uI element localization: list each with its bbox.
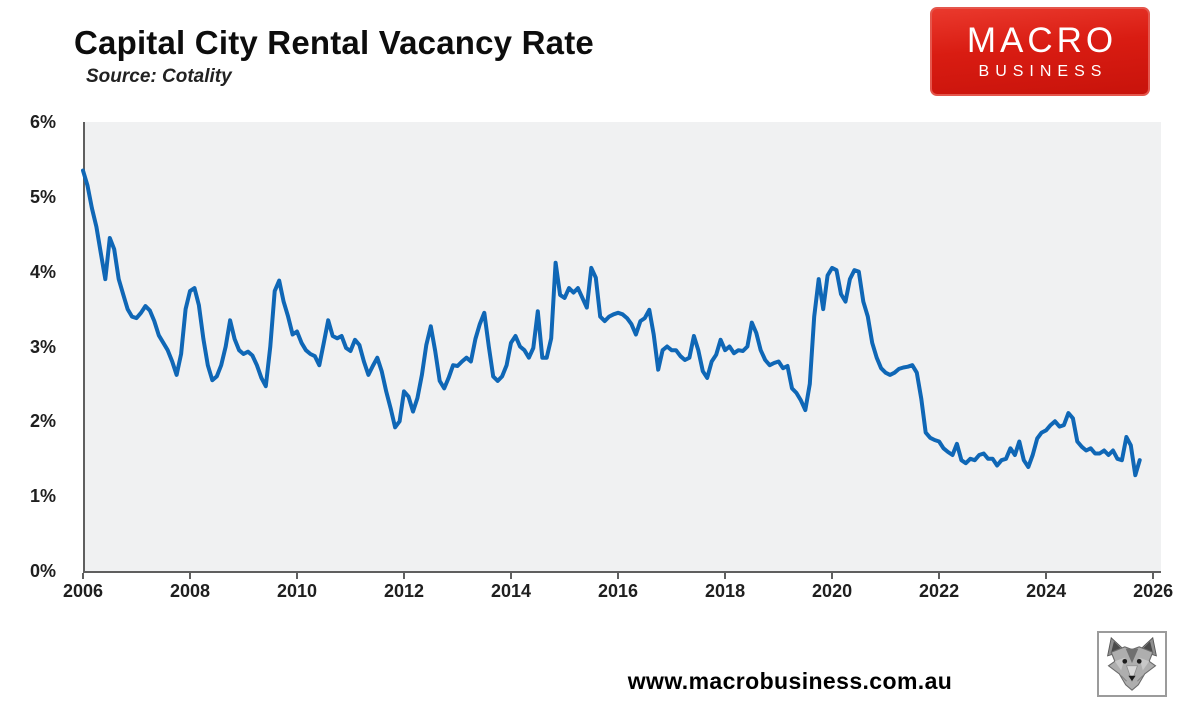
x-axis-tick — [938, 573, 941, 579]
y-axis-label: 2% — [29, 411, 56, 432]
macrobusiness-logo: MACRO BUSINESS — [930, 7, 1150, 96]
source-caption: Source: Cotality — [86, 66, 232, 87]
website-url: www.macrobusiness.com.au — [627, 668, 953, 694]
x-axis-label: 2016 — [598, 581, 639, 601]
x-axis-label: 2014 — [491, 581, 532, 601]
x-axis-label: 2020 — [812, 581, 853, 601]
x-axis-tick — [189, 573, 191, 579]
x-axis-tick — [403, 573, 406, 579]
x-axis-tick — [831, 573, 834, 579]
plot-area — [83, 122, 1161, 573]
x-axis-label: 2022 — [919, 581, 960, 601]
logo-text-business: BUSINESS — [978, 63, 1108, 80]
y-axis-label: 4% — [29, 261, 56, 282]
x-axis-label: 2006 — [62, 581, 104, 601]
x-axis-label: 2026 — [1133, 581, 1174, 601]
wolf-logo-frame — [1097, 631, 1167, 697]
x-axis-tick — [510, 573, 513, 579]
x-axis-label: 2018 — [705, 581, 746, 601]
y-axis-label: 0% — [29, 561, 56, 581]
x-axis-label: 2008 — [169, 581, 211, 601]
x-axis-tick — [724, 573, 727, 579]
y-axis-label: 6% — [29, 112, 56, 132]
logo-text-macro: MACRO — [966, 21, 1118, 60]
x-axis-label: 2024 — [1026, 581, 1067, 601]
y-axis-label: 3% — [29, 336, 56, 357]
plot-area-svg — [81, 168, 1142, 478]
y-axis-label: 5% — [29, 186, 56, 207]
y-axis-label: 1% — [29, 486, 56, 507]
x-axis-tick — [296, 573, 299, 579]
x-axis-tick — [617, 573, 620, 579]
x-axis-label: 2012 — [384, 581, 425, 601]
x-axis-tick — [82, 573, 84, 579]
wolf-head-icon — [1107, 636, 1157, 691]
x-axis-tick — [1045, 573, 1048, 579]
page-title: Capital City Rental Vacancy Rate — [74, 24, 594, 61]
vacancy-rate-line — [81, 168, 1142, 478]
x-axis-tick — [1152, 573, 1155, 579]
x-axis-label: 2010 — [276, 581, 318, 601]
